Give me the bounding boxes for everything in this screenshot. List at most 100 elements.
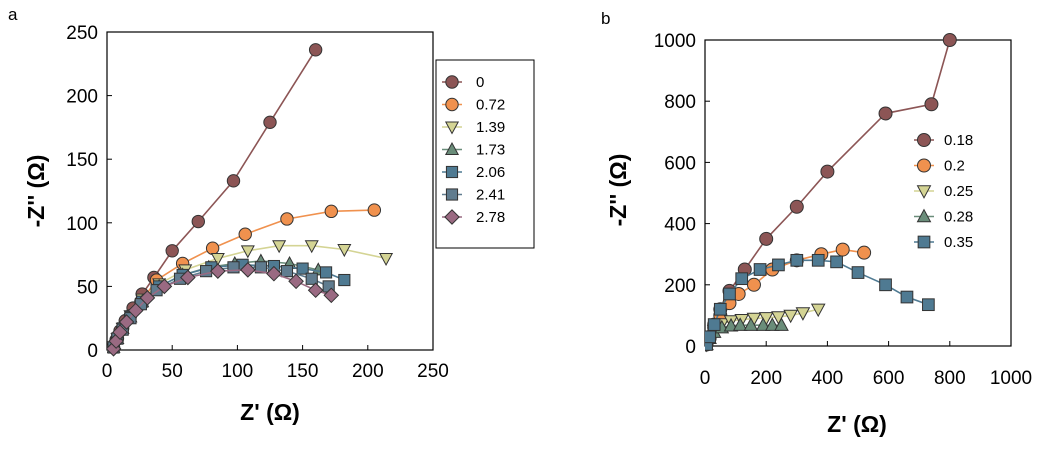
data-point xyxy=(210,252,225,266)
data-point xyxy=(191,214,205,229)
x-tick-label: 200 xyxy=(750,368,782,389)
data-point xyxy=(851,266,865,279)
y-tick-label: 1000 xyxy=(654,31,696,52)
x-axis-title-a: Z' (Ω) xyxy=(240,399,300,425)
legend-label: 0.28 xyxy=(944,209,973,226)
data-point xyxy=(795,307,811,321)
plot-frame-b xyxy=(704,39,1012,347)
legend-label: 2.78 xyxy=(476,209,505,226)
data-point xyxy=(732,317,748,331)
data-point xyxy=(735,272,749,286)
data-point xyxy=(783,309,799,324)
data-point xyxy=(764,317,780,331)
y-axis-ticks-a: 0 50 100 150 200 250 xyxy=(66,23,112,362)
plot-frame-a xyxy=(106,31,434,351)
data-point xyxy=(830,255,843,269)
y-tick-label: 600 xyxy=(664,153,696,174)
legend-marker xyxy=(445,97,459,112)
legend-label: 0.35 xyxy=(944,234,973,251)
series-0.35 xyxy=(705,253,935,351)
legend-marker xyxy=(444,141,460,155)
data-point xyxy=(337,244,352,258)
data-point xyxy=(759,231,774,246)
panel-label-b: b xyxy=(601,9,610,28)
legend-item: 2.78 xyxy=(442,209,505,226)
data-point xyxy=(924,97,939,112)
x-tick-label: 200 xyxy=(352,361,384,382)
data-point xyxy=(254,261,267,274)
data-point xyxy=(879,278,892,292)
data-point xyxy=(240,245,255,259)
data-point xyxy=(263,115,277,130)
data-point xyxy=(308,43,323,57)
data-point xyxy=(811,253,825,267)
legend-item: 1.39 xyxy=(442,119,505,136)
data-point xyxy=(379,252,394,266)
series-0.18 xyxy=(705,33,957,352)
data-point xyxy=(789,199,804,214)
legend-a: 0 0.72 1.39 1.73 2.06 2.41 2.78 xyxy=(442,74,505,226)
y-axis-title-b: -Z'' (Ω) xyxy=(605,154,631,227)
data-point xyxy=(723,317,739,332)
x-tick-label: 400 xyxy=(812,368,844,389)
legend-label: 2.06 xyxy=(476,164,505,181)
x-axis-ticks-a: 0 50 100 150 200 250 xyxy=(102,345,449,382)
data-point xyxy=(227,261,240,274)
legend-label: 0 xyxy=(476,74,484,91)
data-point xyxy=(305,272,318,285)
x-tick-label: 100 xyxy=(222,361,254,382)
data-point xyxy=(774,317,789,331)
legend-item: 0.28 xyxy=(914,209,973,226)
data-point xyxy=(272,240,287,254)
data-point xyxy=(156,278,173,295)
x-tick-label: 600 xyxy=(873,368,905,389)
y-tick-label: 100 xyxy=(66,214,98,235)
y-axis-ticks-b: 0 200 400 600 800 1000 xyxy=(654,31,710,358)
data-point xyxy=(367,203,382,217)
plot-area-b xyxy=(705,33,957,353)
legend-label: 0.2 xyxy=(944,158,965,175)
y-tick-label: 50 xyxy=(77,277,98,298)
x-tick-label: 0 xyxy=(102,361,113,382)
data-point xyxy=(139,290,156,306)
x-tick-label: 0 xyxy=(700,368,711,389)
legend-marker xyxy=(917,133,931,147)
panel-a: a 0 50 100 150 200 250 0 50 100 150 200 250 Z' (Ω)… xyxy=(8,5,535,425)
data-point xyxy=(288,273,304,290)
data-point xyxy=(296,262,309,275)
legend-label: 0.72 xyxy=(476,97,505,114)
data-point xyxy=(705,330,716,344)
legend-item: 2.06 xyxy=(442,164,505,181)
data-point xyxy=(323,287,340,304)
data-point xyxy=(753,263,767,276)
data-point xyxy=(319,266,333,279)
data-point xyxy=(118,314,135,330)
data-point xyxy=(755,317,771,331)
legend-item: 0.25 xyxy=(914,183,973,200)
legend-label: 1.73 xyxy=(476,142,505,159)
series-group xyxy=(107,43,394,357)
data-point xyxy=(942,33,957,47)
data-point xyxy=(707,318,721,331)
x-tick-label: 800 xyxy=(934,368,966,389)
legend-marker xyxy=(916,208,932,223)
plot-area-a xyxy=(107,43,394,357)
y-tick-label: 200 xyxy=(664,276,696,297)
legend-marker xyxy=(917,158,931,173)
legend-item: 0 xyxy=(442,74,484,91)
data-point xyxy=(280,212,294,226)
data-point xyxy=(746,277,761,292)
data-point xyxy=(165,244,179,258)
legend-item: 0.35 xyxy=(914,234,973,251)
legend-marker xyxy=(916,185,932,199)
data-point xyxy=(878,106,893,121)
legend-marker xyxy=(917,235,931,249)
data-point xyxy=(280,265,294,278)
data-point xyxy=(304,240,319,254)
data-point xyxy=(307,282,324,299)
data-point xyxy=(810,303,826,318)
y-tick-label: 400 xyxy=(664,215,696,236)
x-axis-title-b: Z' (Ω) xyxy=(827,411,887,437)
legend-marker xyxy=(444,209,460,225)
x-tick-label: 150 xyxy=(287,361,319,382)
